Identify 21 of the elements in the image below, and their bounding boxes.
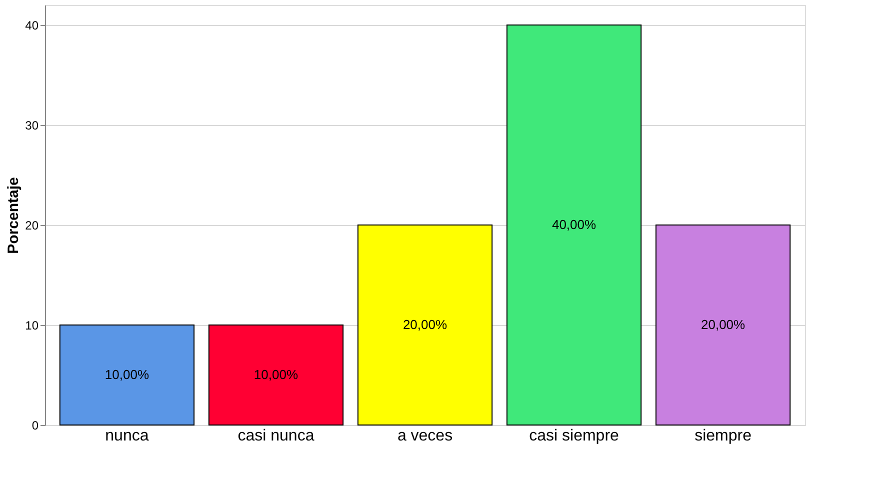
bar	[208, 324, 344, 426]
x-tick-label: casi nunca	[238, 428, 314, 444]
bar	[59, 324, 195, 426]
x-tick-label: nunca	[105, 428, 149, 444]
x-tick-label: siempre	[694, 428, 752, 444]
data-label: 20,00%	[700, 317, 746, 332]
bar	[655, 224, 791, 426]
y-tick-label: 30	[25, 118, 39, 132]
y-tick-label: 20	[25, 218, 39, 232]
y-tick-label: 40	[25, 18, 39, 32]
data-label: 40,00%	[552, 217, 597, 232]
data-label: 10,00%	[254, 367, 298, 382]
bar	[506, 24, 642, 426]
x-tick-label: casi siempre	[529, 428, 620, 444]
y-tick-label: 10	[25, 318, 39, 332]
y-tick-label: 0	[32, 418, 39, 432]
x-tick-label: a veces	[397, 428, 453, 444]
y-axis-title: Porcentaje	[5, 177, 22, 254]
data-label: 20,00%	[402, 317, 448, 332]
data-label: 10,00%	[104, 367, 150, 382]
bar	[357, 224, 493, 426]
